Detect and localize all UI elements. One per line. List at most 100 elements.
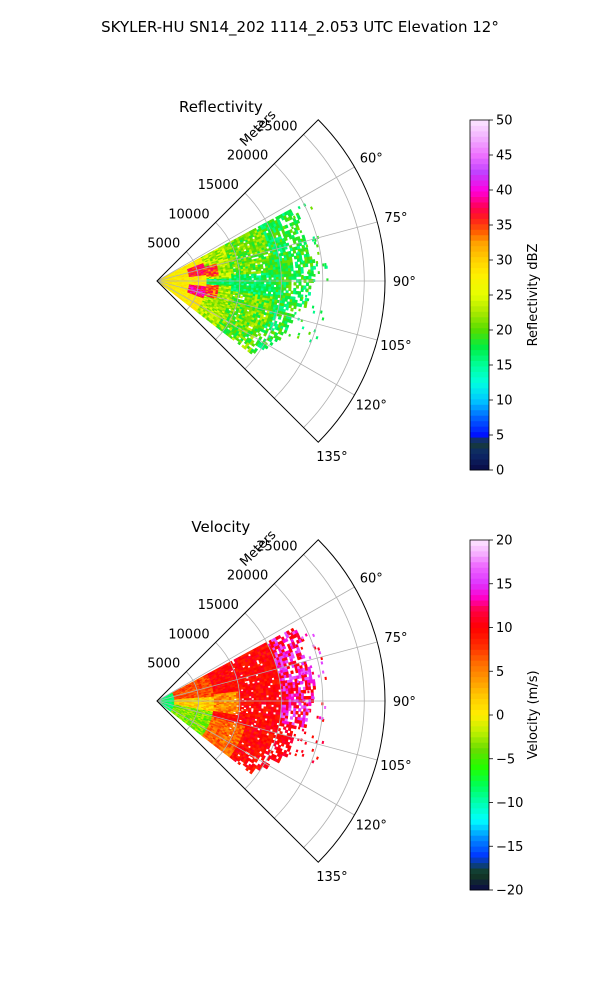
echo-cell bbox=[317, 271, 320, 275]
echo-cell bbox=[303, 304, 308, 309]
echo-cell bbox=[253, 695, 257, 699]
echo-cell bbox=[266, 704, 270, 708]
echo-cell bbox=[313, 273, 316, 277]
colorbar-segment bbox=[470, 300, 489, 307]
echo-cell bbox=[283, 271, 287, 275]
echo-cell bbox=[289, 319, 294, 324]
colorbar-segment bbox=[470, 163, 489, 170]
echo-cell bbox=[271, 281, 275, 285]
echo-cell bbox=[241, 696, 245, 699]
colorbar-tick-label: 20 bbox=[496, 324, 513, 339]
echo-cell bbox=[261, 697, 265, 701]
colorbar-segment bbox=[470, 158, 489, 165]
colorbar-segment bbox=[470, 322, 489, 329]
echo-cell bbox=[284, 298, 288, 302]
echo-cell bbox=[241, 703, 245, 706]
echo-cell bbox=[283, 287, 287, 291]
echo-cell bbox=[248, 277, 252, 281]
echo-cell bbox=[286, 282, 290, 286]
echo-cell bbox=[251, 275, 255, 279]
colorbar-segment bbox=[470, 305, 489, 312]
echo-cell bbox=[273, 276, 277, 281]
echo-cell bbox=[288, 284, 292, 289]
echo-cell bbox=[277, 316, 282, 320]
echo-cell bbox=[268, 692, 272, 696]
echo-cell bbox=[300, 696, 304, 700]
echo-cell bbox=[266, 281, 270, 285]
echo-cell bbox=[251, 695, 255, 699]
echo-cell bbox=[256, 281, 260, 285]
echo-cell bbox=[292, 713, 296, 718]
colorbar-label: Reflectivity dBZ bbox=[526, 244, 541, 347]
echo-cell bbox=[283, 702, 287, 706]
echo-cell bbox=[315, 263, 319, 267]
echo-cell bbox=[266, 284, 270, 288]
echo-cell bbox=[275, 704, 280, 708]
echo-cell bbox=[276, 276, 280, 281]
colorbar-segment bbox=[470, 185, 489, 192]
echo-cell bbox=[270, 284, 275, 288]
echo-cell bbox=[295, 693, 299, 697]
colorbar-segment bbox=[470, 409, 489, 416]
echo-cell bbox=[290, 702, 295, 706]
echo-cell bbox=[270, 694, 275, 698]
echo-cell bbox=[288, 276, 292, 280]
echo-cell bbox=[310, 266, 313, 270]
echo-cell bbox=[261, 275, 265, 278]
echo-cell bbox=[293, 705, 297, 709]
echo-cell bbox=[303, 702, 307, 706]
colorbar-segment bbox=[470, 387, 489, 394]
echo-cell bbox=[298, 273, 302, 277]
echo-cell bbox=[260, 266, 264, 270]
echo-cell bbox=[256, 697, 260, 701]
echo-cell bbox=[283, 707, 287, 711]
echo-cell bbox=[297, 291, 302, 295]
echo-cell bbox=[290, 696, 295, 700]
echo-cell bbox=[283, 691, 287, 695]
panel-title: Velocity bbox=[191, 518, 250, 536]
echo-cell bbox=[303, 689, 307, 694]
echo-cell bbox=[286, 702, 290, 706]
colorbar-segment bbox=[470, 431, 489, 438]
colorbar-segment bbox=[470, 415, 489, 422]
echo-cell bbox=[301, 274, 304, 278]
echo-cell bbox=[293, 276, 297, 280]
echo-cell bbox=[275, 689, 279, 693]
colorbar-segment bbox=[470, 344, 489, 351]
echo-cell bbox=[312, 682, 316, 687]
echo-cell bbox=[253, 697, 257, 701]
echo-cell bbox=[286, 696, 290, 700]
echo-cell bbox=[290, 276, 295, 280]
colorbar-segment bbox=[470, 262, 489, 269]
colorbar-segment bbox=[470, 223, 489, 230]
echo-cell bbox=[303, 696, 307, 700]
echo-cell bbox=[298, 282, 302, 286]
echo-cell bbox=[246, 277, 250, 281]
echo-cell bbox=[315, 261, 319, 265]
echo-cell bbox=[236, 703, 240, 706]
echo-cell bbox=[270, 692, 275, 696]
colorbar-segment bbox=[470, 311, 489, 318]
echo-cell bbox=[275, 271, 279, 276]
colorbar-segment bbox=[470, 420, 489, 427]
echo-cell bbox=[283, 696, 287, 700]
echo-cell bbox=[310, 692, 314, 697]
echo-cell bbox=[253, 701, 257, 705]
radial-tick-label: 15000 bbox=[198, 178, 239, 193]
echo-cell bbox=[295, 285, 299, 289]
echo-cell bbox=[266, 697, 270, 701]
colorbar-segment bbox=[470, 196, 489, 203]
echo-cell bbox=[276, 281, 280, 286]
echo-cell bbox=[288, 270, 292, 275]
panel-title: Reflectivity bbox=[179, 98, 263, 116]
colorbar-tick-label: 0 bbox=[496, 464, 504, 479]
colorbar-segment bbox=[470, 202, 489, 208]
echo-cell bbox=[268, 284, 272, 288]
reflectivity-panel: Reflectivity60°75°90°105°120°135°5000100… bbox=[147, 98, 541, 479]
echo-cell bbox=[285, 704, 290, 709]
echo-cell bbox=[248, 703, 252, 707]
echo-cell bbox=[241, 278, 245, 281]
echo-cell bbox=[312, 685, 317, 690]
echo-cell bbox=[256, 701, 260, 705]
